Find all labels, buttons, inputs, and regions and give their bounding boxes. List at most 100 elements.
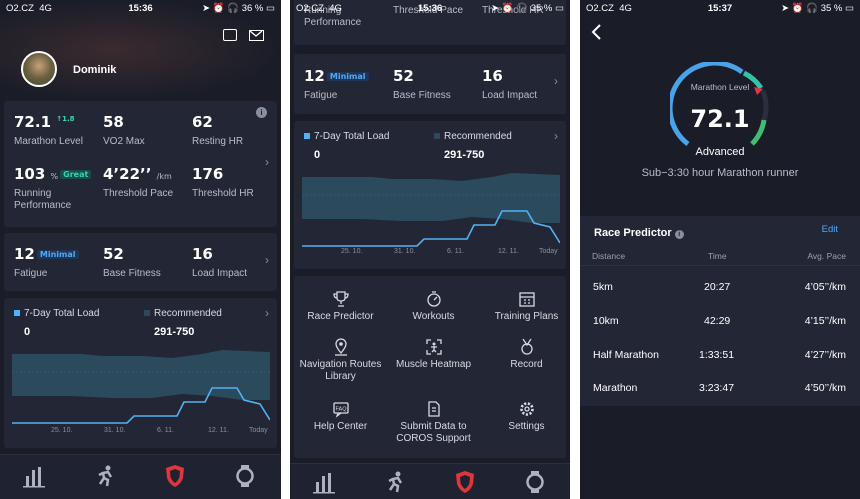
race-distance: 10km [593, 315, 619, 327]
fatigue-value: 12 [14, 245, 35, 263]
status-bar: O2.CZ 4G 15:37 ➤ ⏰ 🎧 35 % ▭ [580, 0, 860, 16]
shield-icon[interactable] [453, 470, 477, 494]
mail-icon[interactable] [249, 30, 264, 41]
tick-label: Today [539, 248, 558, 255]
tick-label: 12. 11. [498, 248, 519, 255]
watch-icon[interactable] [233, 464, 257, 488]
load-card[interactable]: 7-Day Total Load 0 Recommended 291-750 ›… [294, 121, 566, 269]
chevron-right-icon[interactable]: › [265, 306, 269, 320]
load-impact-value: 16 [482, 67, 503, 85]
runner-icon[interactable] [93, 464, 117, 488]
back-arrow-icon[interactable] [590, 24, 602, 40]
load-chart [302, 173, 560, 247]
race-pace: 4’05’’/km [804, 281, 846, 293]
menu-race-predictor[interactable]: Race Predictor [294, 290, 387, 323]
fatigue-card[interactable]: 12 Minimal Fatigue 52 Base Fitness 16 Loa… [4, 233, 277, 291]
menu-label: Record [510, 359, 543, 370]
recommended-legend-swatch [144, 310, 150, 317]
menu-record[interactable]: Record [480, 338, 570, 371]
battery-text: 36 % [241, 3, 264, 14]
tick-label: 31. 10. [104, 427, 126, 434]
load-impact-label: Load Impact [482, 90, 538, 101]
marathon-level-value: 72.1 [14, 113, 52, 131]
menu-settings[interactable]: Settings [480, 400, 570, 433]
battery-text: 35 % [530, 3, 553, 14]
fatigue-value: 12 [304, 67, 325, 85]
menu-label: Navigation Routes Library [299, 359, 382, 382]
fatigue-label: Fatigue [14, 268, 48, 279]
marathon-level-label: Marathon Level [14, 136, 83, 147]
table-row[interactable]: 5km 20:27 4’05’’/km [580, 271, 860, 304]
watch-icon[interactable] [523, 470, 547, 494]
race-predictor-card: Race Predictor i Edit Distance Time Avg.… [580, 216, 860, 406]
scan-icon[interactable] [223, 29, 237, 41]
marathon-level-delta: 1.8 [62, 115, 75, 123]
metrics-card-partial[interactable]: Running Performance Threshold Pace Thres… [294, 0, 566, 45]
table-row[interactable]: Marathon 3:23:47 4’50’’/km [580, 372, 860, 405]
status-icons: ➤ ⏰ 🎧 [491, 3, 531, 14]
race-pace: 4’27’’/km [804, 349, 846, 361]
race-pace: 4’15’’/km [804, 315, 846, 327]
profile-name: Dominik [73, 64, 117, 76]
load-total-label: 7-Day Total Load [314, 131, 390, 142]
chevron-right-icon[interactable]: › [265, 253, 269, 267]
info-icon[interactable]: i [256, 107, 267, 118]
base-fitness-value: 52 [393, 67, 414, 85]
menu-help-center[interactable]: FAQ Help Center [294, 400, 387, 433]
menu-label: Help Center [313, 421, 368, 432]
chevron-right-icon[interactable]: › [554, 74, 558, 88]
medal-icon [520, 338, 533, 355]
load-line [302, 210, 560, 247]
edit-link[interactable]: Edit [821, 224, 838, 235]
load-card[interactable]: 7-Day Total Load 0 Recommended 291-750 ›… [4, 298, 277, 448]
clock: 15:37 [707, 3, 733, 14]
status-icons: ➤ ⏰ 🎧 [202, 3, 242, 14]
fatigue-card[interactable]: 12 Minimal Fatigue 52 Base Fitness 16 Loa… [294, 54, 566, 114]
chevron-right-icon[interactable]: › [265, 155, 269, 169]
table-row[interactable]: Half Marathon 1:33:51 4’27’’/km [580, 339, 860, 372]
avatar[interactable] [21, 51, 57, 87]
race-time: 1:33:51 [699, 349, 735, 361]
resting-hr-label: Resting HR [192, 136, 244, 147]
menu-workouts[interactable]: Workouts [387, 290, 480, 323]
level-gauge [670, 62, 769, 146]
header-distance: Distance [592, 251, 626, 261]
status-icons: ➤ ⏰ 🎧 [781, 3, 821, 14]
runner-icon[interactable] [383, 470, 407, 494]
gauge-arc-teal [742, 70, 764, 90]
status-bar: O2.CZ 4G 15:36 ➤ ⏰ 🎧 35 % ▭ [290, 0, 570, 16]
network-text: 4G [39, 3, 52, 14]
threshold-hr-label: Threshold HR [482, 5, 544, 16]
info-icon[interactable]: i [674, 230, 684, 239]
recommended-band [302, 173, 560, 223]
shield-icon[interactable] [163, 464, 187, 488]
gauge-arc-blue [670, 62, 744, 146]
load-chart [12, 350, 270, 424]
gauge-title: Marathon Level [690, 82, 750, 92]
network-text: 4G [619, 3, 632, 14]
fatigue-tag: Minimal [326, 72, 369, 81]
network-text: 4G [329, 3, 342, 14]
recommended-label: Recommended [444, 131, 512, 142]
stopwatch-icon [426, 291, 441, 307]
battery-text: 35 % [820, 3, 843, 14]
menu-label: Training Plans [494, 311, 559, 322]
race-distance: Half Marathon [593, 349, 659, 361]
chart-bars-icon[interactable] [313, 470, 337, 494]
fatigue-tag: Minimal [36, 250, 79, 259]
chevron-right-icon[interactable]: › [554, 129, 558, 143]
threshold-hr-value: 176 [192, 165, 224, 183]
clock: 15:36 [128, 3, 153, 14]
race-distance: 5km [593, 281, 613, 293]
menu-submit-data[interactable]: Submit Data to COROS Support [387, 400, 480, 445]
upload-doc-icon [427, 401, 440, 417]
carrier-text: O2.CZ [586, 3, 614, 14]
menu-navigation-routes[interactable]: Navigation Routes Library [294, 338, 387, 383]
menu-training-plans[interactable]: Training Plans [480, 290, 570, 323]
chart-bars-icon[interactable] [23, 464, 47, 488]
table-row[interactable]: 10km 42:29 4’15’’/km [580, 305, 860, 338]
menu-muscle-heatmap[interactable]: Muscle Heatmap [387, 338, 480, 371]
gauge-level: Advanced [695, 146, 745, 158]
tick-label: 25. 10. [51, 427, 73, 434]
metrics-card[interactable]: i 72.1 ↑1.8 Marathon Level 58 VO2 Max 62… [4, 101, 277, 227]
